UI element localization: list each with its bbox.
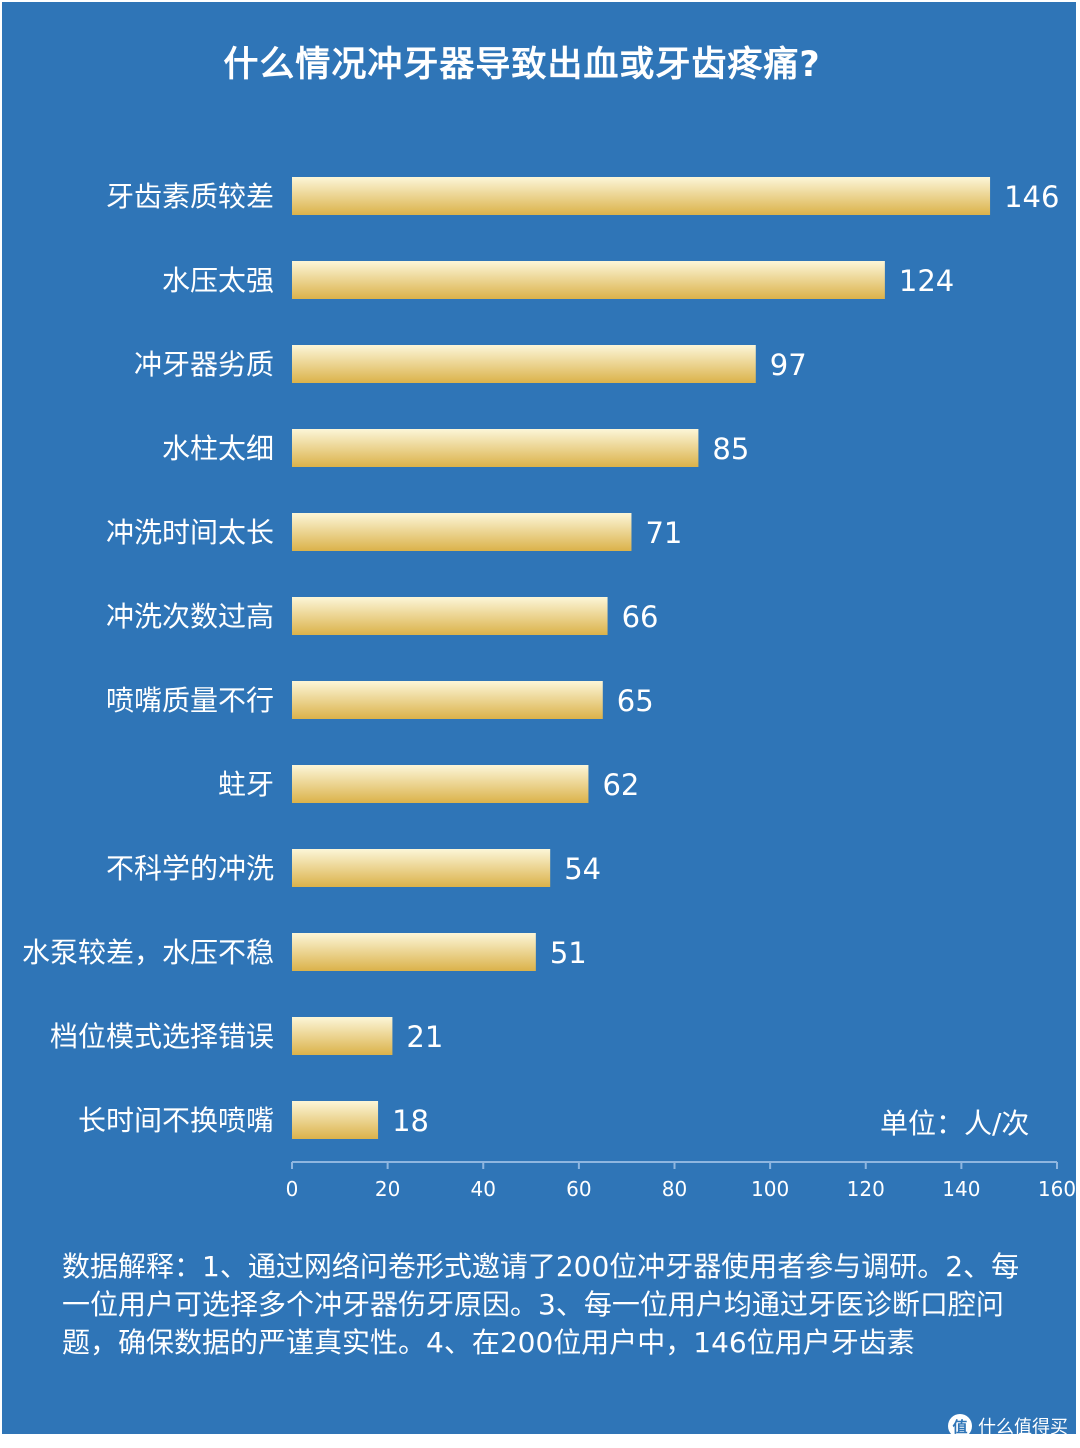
x-tick-label: 140 xyxy=(942,1177,980,1201)
bar xyxy=(292,765,589,803)
category-label: 不科学的冲洗 xyxy=(106,852,274,885)
bar-chart: 牙齿素质较差 146 水压太强 124 冲牙器劣质 97 水柱太细 85 冲洗时间太长 71 冲洗次… xyxy=(22,177,1076,1201)
bar xyxy=(292,933,536,971)
x-tick-label: 120 xyxy=(847,1177,885,1201)
bar xyxy=(292,177,991,215)
category-label: 喷嘴质量不行 xyxy=(106,684,274,717)
x-tick-label: 20 xyxy=(375,1177,400,1201)
value-label: 54 xyxy=(564,852,601,886)
data-explanation-note: 数据解释：1、通过网络问卷形式邀请了200位冲牙器使用者参与调研。2、每一位用户… xyxy=(62,1250,1020,1359)
value-label: 66 xyxy=(622,600,659,634)
value-label: 85 xyxy=(712,432,749,466)
x-tick-label: 100 xyxy=(751,1177,789,1201)
category-label: 冲牙器劣质 xyxy=(134,348,274,381)
category-label: 水柱太细 xyxy=(162,432,274,465)
value-label: 65 xyxy=(617,684,654,718)
category-label: 长时间不换喷嘴 xyxy=(78,1104,274,1137)
bars-group: 牙齿素质较差 146 水压太强 124 冲牙器劣质 97 水柱太细 85 冲洗时间太长 71 冲洗次… xyxy=(22,177,1059,1139)
value-label: 51 xyxy=(550,936,587,970)
watermark: 值 什么值得买 xyxy=(948,1411,1068,1441)
category-label: 档位模式选择错误 xyxy=(50,1020,274,1053)
x-tick-label: 60 xyxy=(566,1177,591,1201)
unit-label: 单位：人/次 xyxy=(880,1107,1030,1140)
value-label: 146 xyxy=(1004,180,1059,214)
value-label: 62 xyxy=(602,768,639,802)
x-tick-label: 80 xyxy=(662,1177,687,1201)
category-label: 水压太强 xyxy=(162,264,274,297)
value-label: 21 xyxy=(406,1020,443,1054)
bar xyxy=(292,513,632,551)
bar xyxy=(292,261,885,299)
value-label: 71 xyxy=(645,516,682,550)
bar xyxy=(292,849,551,887)
x-tick-label: 160 xyxy=(1038,1177,1076,1201)
value-label: 124 xyxy=(899,264,954,298)
bar xyxy=(292,1101,379,1139)
bar xyxy=(292,597,608,635)
bar xyxy=(292,429,699,467)
category-label: 冲洗时间太长 xyxy=(106,516,274,549)
category-label: 水泵较差，水压不稳 xyxy=(22,936,274,969)
bar xyxy=(292,1017,393,1055)
chart-title: 什么情况冲牙器导致出血或牙齿疼痛? xyxy=(223,45,821,85)
x-axis: 0 20 40 60 80 100 120 140 160 xyxy=(286,1161,1076,1201)
x-tick-label: 40 xyxy=(471,1177,496,1201)
watermark-text: 什么值得买 xyxy=(978,1417,1068,1438)
bar xyxy=(292,681,603,719)
brand-logo-icon: 值 xyxy=(948,1414,972,1438)
category-label: 蛀牙 xyxy=(218,768,274,801)
category-label: 牙齿素质较差 xyxy=(106,180,274,213)
x-tick-label: 0 xyxy=(286,1177,299,1201)
value-label: 18 xyxy=(392,1104,429,1138)
value-label: 97 xyxy=(770,348,807,382)
category-label: 冲洗次数过高 xyxy=(106,600,274,633)
bar xyxy=(292,345,756,383)
